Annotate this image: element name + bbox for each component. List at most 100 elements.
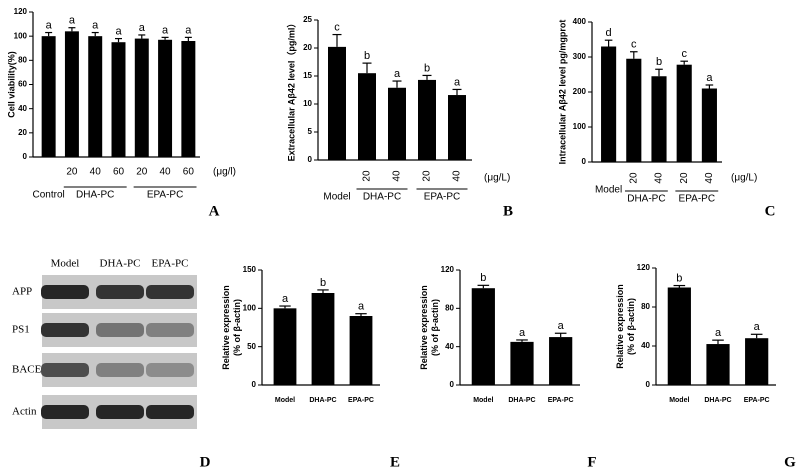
bar (273, 308, 297, 385)
blot-band (146, 405, 194, 419)
significance-label: d (606, 27, 612, 39)
y-tick-label: 25 (303, 15, 312, 24)
group-label: EPA-PC (679, 194, 716, 205)
significance-label: b (424, 62, 430, 74)
y-tick-label: 120 (637, 263, 651, 272)
x-tick-label: Model (669, 397, 689, 404)
unit-label: (μg/L) (484, 173, 510, 184)
significance-label: a (139, 22, 146, 34)
y-tick-label: 40 (18, 104, 27, 113)
blot-band (41, 363, 89, 377)
significance-label: a (115, 25, 122, 37)
y-tick-label: 0 (582, 157, 587, 166)
bar (311, 293, 335, 385)
panel-letter: B (503, 203, 513, 219)
significance-label: b (364, 50, 370, 62)
y-tick-label: 150 (243, 265, 257, 274)
significance-label: a (46, 19, 53, 31)
significance-label: b (320, 277, 326, 289)
significance-label: b (676, 272, 682, 284)
y-tick-label: 40 (445, 342, 454, 351)
blot-band (146, 323, 194, 337)
x-tick-label: 20 (136, 167, 148, 178)
y-tick-label: 0 (252, 380, 257, 389)
x-tick-label: EPA-PC (348, 397, 374, 404)
y-axis-label: (% of β-actin) (232, 299, 242, 356)
y-tick-label: 15 (303, 71, 312, 80)
panel-letter: D (200, 454, 211, 470)
blot-row-label: BACE1 (12, 364, 47, 376)
significance-label: a (92, 19, 99, 31)
y-tick-label: 0 (23, 152, 28, 161)
significance-label: c (334, 21, 340, 33)
blot-row-label: APP (12, 286, 32, 298)
bar (181, 41, 196, 157)
group-label: DHA-PC (76, 190, 114, 201)
x-tick-label: Control (33, 190, 65, 201)
y-tick-label: 5 (308, 127, 313, 136)
y-axis-label: Extracellular Aβ42 level（pg/ml） (286, 19, 296, 162)
y-tick-label: 40 (641, 341, 650, 350)
x-tick-label: 40 (704, 172, 715, 184)
y-axis-label: Relative expression (615, 284, 625, 369)
unit-label: (μg/l) (213, 167, 236, 178)
group-label: DHA-PC (627, 194, 665, 205)
bar (358, 73, 376, 160)
significance-label: c (681, 48, 687, 60)
x-tick-label: DHA-PC (508, 397, 535, 404)
significance-label: b (656, 56, 662, 68)
panel-letter: A (209, 203, 220, 219)
x-tick-label: 40 (392, 170, 403, 182)
y-axis-label: (% of β-actin) (430, 299, 440, 356)
significance-label: a (715, 327, 722, 339)
y-tick-label: 80 (18, 55, 27, 64)
y-tick-label: 20 (18, 128, 27, 137)
y-tick-label: 100 (243, 303, 257, 312)
bar (158, 39, 173, 157)
x-tick-label: 20 (362, 170, 373, 182)
y-tick-label: 400 (573, 17, 587, 26)
x-tick-label: Model (323, 192, 350, 203)
significance-label: a (706, 72, 713, 84)
significance-label: a (162, 24, 169, 36)
panel-letter: C (765, 203, 776, 219)
bar (328, 46, 346, 160)
panel-letter: F (587, 454, 596, 470)
blot-band (41, 405, 89, 419)
significance-label: a (754, 321, 761, 333)
bar (418, 79, 436, 160)
bar (676, 64, 692, 162)
blot-band (41, 285, 89, 299)
y-tick-label: 10 (303, 99, 312, 108)
bar (448, 95, 466, 160)
y-tick-label: 100 (14, 31, 28, 40)
x-tick-label: DHA-PC (704, 397, 731, 404)
bar (388, 87, 406, 160)
x-tick-label: 40 (90, 167, 102, 178)
bar (510, 341, 534, 385)
bar (349, 316, 373, 385)
x-tick-label: Model (473, 397, 493, 404)
x-tick-label: DHA-PC (309, 397, 336, 404)
x-tick-label: EPA-PC (744, 397, 770, 404)
blot-band (96, 285, 144, 299)
significance-label: a (69, 15, 76, 27)
x-tick-label: 40 (160, 167, 172, 178)
blot-band (146, 285, 194, 299)
bar (626, 58, 642, 162)
group-label: EPA-PC (424, 192, 461, 203)
significance-label: a (185, 24, 192, 36)
y-tick-label: 120 (14, 7, 28, 16)
x-tick-label: 20 (679, 172, 690, 184)
group-label: EPA-PC (147, 190, 184, 201)
x-tick-label: 20 (628, 172, 639, 184)
significance-label: a (519, 327, 526, 339)
y-tick-label: 300 (573, 52, 587, 61)
significance-label: a (282, 293, 289, 305)
y-tick-label: 0 (646, 380, 651, 389)
blot-band (96, 323, 144, 337)
bar (651, 76, 667, 162)
x-tick-label: 60 (113, 167, 125, 178)
blot-band (41, 323, 89, 337)
